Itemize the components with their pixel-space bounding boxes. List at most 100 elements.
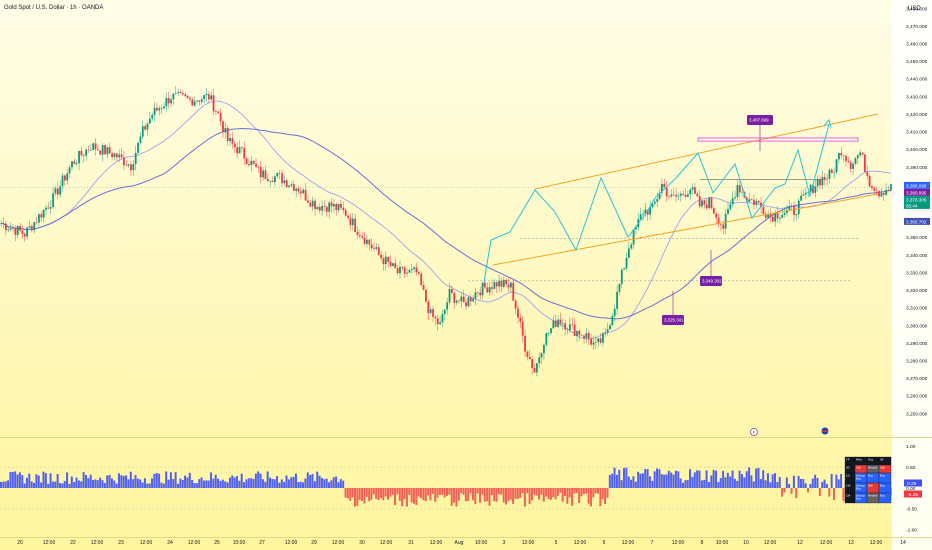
candle-body xyxy=(559,319,562,324)
histogram-bar xyxy=(429,488,432,501)
histogram-bar xyxy=(585,488,588,494)
candle-body xyxy=(63,175,66,181)
histogram-bar xyxy=(427,488,430,496)
histogram-bar xyxy=(283,481,286,488)
currency-label[interactable]: USD xyxy=(908,6,921,12)
histogram-bar xyxy=(101,480,104,488)
histogram-bar xyxy=(243,482,246,488)
candle-body xyxy=(776,213,779,219)
candle-body xyxy=(724,213,727,229)
price-tick-label: 3,410.000 xyxy=(906,130,928,136)
histogram-bar xyxy=(724,477,727,488)
candle-body xyxy=(181,93,184,95)
histogram-bar xyxy=(136,478,139,488)
candle-body xyxy=(132,164,135,171)
candle-body xyxy=(243,148,246,159)
arrow-up-icon xyxy=(823,118,832,129)
histogram-bar xyxy=(273,479,276,488)
candle-body xyxy=(533,368,536,373)
histogram-bar xyxy=(7,480,10,488)
histogram-bar xyxy=(495,488,498,502)
candle-body xyxy=(469,297,472,302)
histogram-bar xyxy=(132,479,135,488)
candle-body xyxy=(7,229,10,231)
candle-body xyxy=(340,203,342,208)
ascending-channel[interactable] xyxy=(492,113,879,266)
histogram-bar xyxy=(578,488,581,504)
histogram-bar xyxy=(755,468,758,488)
histogram-bar xyxy=(297,482,300,488)
histogram-bar xyxy=(349,488,352,501)
histogram-bar xyxy=(481,488,484,495)
resistance-zone[interactable] xyxy=(697,137,859,142)
price-axis-background xyxy=(892,0,932,550)
candle-body xyxy=(311,200,314,207)
candle-body xyxy=(139,136,142,143)
candle-body xyxy=(762,206,765,215)
candle-body xyxy=(198,100,201,102)
histogram-bar xyxy=(106,475,109,488)
candle-body xyxy=(394,263,397,269)
price-axis[interactable]: 3,250.000 3,260.000 3,270.000 3,280.000 3,29… xyxy=(906,6,928,417)
histogram-bar xyxy=(210,472,213,488)
candle-body xyxy=(658,192,661,199)
candle-body xyxy=(148,118,151,124)
candle-body xyxy=(321,205,324,211)
candle-body xyxy=(240,147,243,149)
histogram-bar xyxy=(788,484,791,488)
time-tick-label: 10 xyxy=(743,540,749,546)
time-axis[interactable]: 20 12:00 22 12:00 23 12:00 24 12:00 25 10:00 27 12:… xyxy=(17,540,906,546)
candle-body xyxy=(491,287,493,289)
histogram-bar xyxy=(509,488,512,500)
histogram-bar xyxy=(462,488,465,495)
candle-body xyxy=(552,320,555,329)
candle-body xyxy=(627,248,630,258)
histogram-bar xyxy=(339,479,342,488)
histogram-bar xyxy=(660,474,663,488)
candle-body xyxy=(651,203,654,208)
candle-body xyxy=(111,153,113,158)
candle-body xyxy=(538,357,541,364)
histogram-bar xyxy=(783,488,786,493)
summary-cell-text: All xyxy=(880,457,884,461)
candle-body xyxy=(120,154,123,158)
candle-body xyxy=(507,284,510,288)
candle-body xyxy=(14,228,17,235)
candle-body xyxy=(373,248,375,249)
histogram-bar xyxy=(722,470,725,488)
histogram-bar xyxy=(113,480,116,488)
candle-body xyxy=(561,323,564,324)
candles xyxy=(0,86,892,377)
histogram-bar xyxy=(689,469,692,488)
time-tick-label: 14 xyxy=(900,540,906,546)
histogram-bar xyxy=(94,479,97,488)
histogram-bar xyxy=(188,472,191,488)
price-tick-label: 3,290.000 xyxy=(906,341,928,347)
candle-body xyxy=(467,297,470,307)
candle-body xyxy=(819,179,821,186)
histogram-bar xyxy=(108,474,111,488)
histogram-bar xyxy=(526,488,529,494)
candle-body xyxy=(845,156,847,162)
zigzag-projection[interactable] xyxy=(482,123,830,289)
histogram-bar xyxy=(276,476,279,488)
candle-body xyxy=(840,152,843,156)
fed-event-icon[interactable] xyxy=(750,428,758,436)
oscillator-pane[interactable]: 1.00 0.50 0.00 -0.50 -1.00 0.25 -0.25 xyxy=(0,444,922,534)
histogram-bar xyxy=(252,478,255,488)
histogram-bar xyxy=(790,488,793,494)
candle-body xyxy=(557,319,559,327)
candle-body xyxy=(814,186,817,193)
candle-body xyxy=(441,314,444,323)
candle-body xyxy=(564,323,567,330)
histogram-bar xyxy=(467,488,470,501)
histogram-bar xyxy=(446,488,449,496)
candle-body xyxy=(613,308,616,316)
histogram-bar xyxy=(193,482,196,488)
histogram-bar xyxy=(705,470,708,488)
candle-body xyxy=(760,202,762,207)
histogram-bar xyxy=(25,477,28,488)
channel-lower-line xyxy=(492,193,879,266)
